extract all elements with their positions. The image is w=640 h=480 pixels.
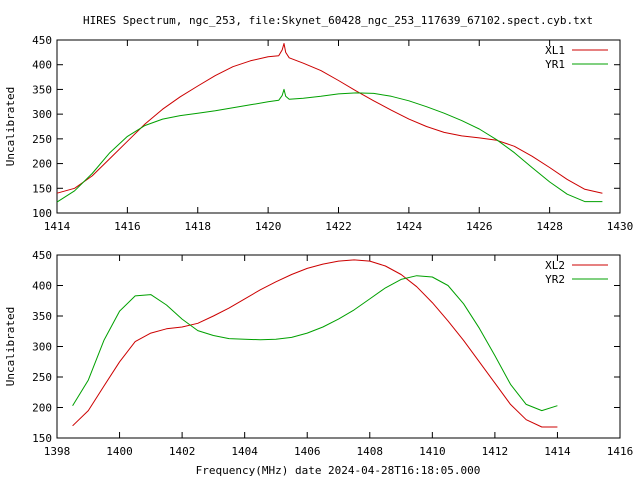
x-tick-label: 1424 bbox=[396, 220, 423, 233]
x-tick-label: 1412 bbox=[482, 445, 509, 458]
x-tick-label: 1404 bbox=[231, 445, 258, 458]
y-tick-label: 450 bbox=[32, 249, 52, 262]
series-line-xl1 bbox=[56, 43, 603, 194]
y-tick-label: 350 bbox=[32, 310, 52, 323]
x-tick-label: 1406 bbox=[294, 445, 321, 458]
x-tick-label: 1426 bbox=[466, 220, 493, 233]
x-tick-label: 1430 bbox=[607, 220, 634, 233]
plots: 1414 1416 1418 1420 1422 1424 1426 1428 14301001… bbox=[4, 34, 633, 458]
x-tick-label: 1414 bbox=[544, 445, 571, 458]
y-tick-label: 100 bbox=[32, 207, 52, 220]
series-line-yr2 bbox=[72, 275, 558, 412]
y-tick-label: 200 bbox=[32, 158, 52, 171]
legend-label-yr2: YR2 bbox=[545, 273, 565, 286]
plot-panel-1: 1414 1416 1418 1420 1422 1424 1426 1428 1430 100 1… bbox=[4, 34, 633, 233]
legend-label-xl2: XL2 bbox=[545, 259, 565, 272]
x-tick-label: 1402 bbox=[169, 445, 196, 458]
y-tick-label: 250 bbox=[32, 371, 52, 384]
y-tick-label: 250 bbox=[32, 133, 52, 146]
x-tick-label: 1418 bbox=[185, 220, 212, 233]
y-tick-label: 200 bbox=[32, 402, 52, 415]
y-tick-label: 450 bbox=[32, 34, 52, 47]
x-tick-label: 1410 bbox=[419, 445, 446, 458]
x-tick-label: 1416 bbox=[607, 445, 634, 458]
x-tick-label: 1428 bbox=[536, 220, 563, 233]
x-axis-label: Frequency(MHz) date 2024-04-28T16:18:05.… bbox=[196, 464, 481, 477]
y-axis-label: Uncalibrated bbox=[4, 87, 17, 166]
x-tick-label: 1400 bbox=[106, 445, 133, 458]
legend-label-xl1: XL1 bbox=[545, 44, 565, 57]
plot-panel-2: 1398 1400 1402 1404 1406 1408 1410 1412 1414 1416… bbox=[4, 249, 633, 458]
x-tick-label: 1420 bbox=[255, 220, 282, 233]
x-tick-label: 1416 bbox=[114, 220, 141, 233]
legend-label-yr1: YR1 bbox=[545, 58, 565, 71]
y-tick-label: 350 bbox=[32, 83, 52, 96]
y-tick-label: 300 bbox=[32, 108, 52, 121]
figure-title: HIRES Spectrum, ngc_253, file:Skynet_604… bbox=[83, 14, 593, 27]
x-tick-label: 1414 bbox=[44, 220, 71, 233]
series-line-yr1 bbox=[56, 88, 603, 203]
x-tick-label: 1408 bbox=[357, 445, 384, 458]
y-tick-label: 150 bbox=[32, 182, 52, 195]
y-tick-label: 150 bbox=[32, 432, 52, 445]
y-axis-label: Uncalibrated bbox=[4, 307, 17, 386]
y-tick-label: 300 bbox=[32, 341, 52, 354]
x-tick-label: 1422 bbox=[325, 220, 352, 233]
y-tick-label: 400 bbox=[32, 59, 52, 72]
series-line-xl2 bbox=[72, 259, 558, 428]
x-tick-label: 1398 bbox=[44, 445, 71, 458]
y-tick-label: 400 bbox=[32, 280, 52, 293]
